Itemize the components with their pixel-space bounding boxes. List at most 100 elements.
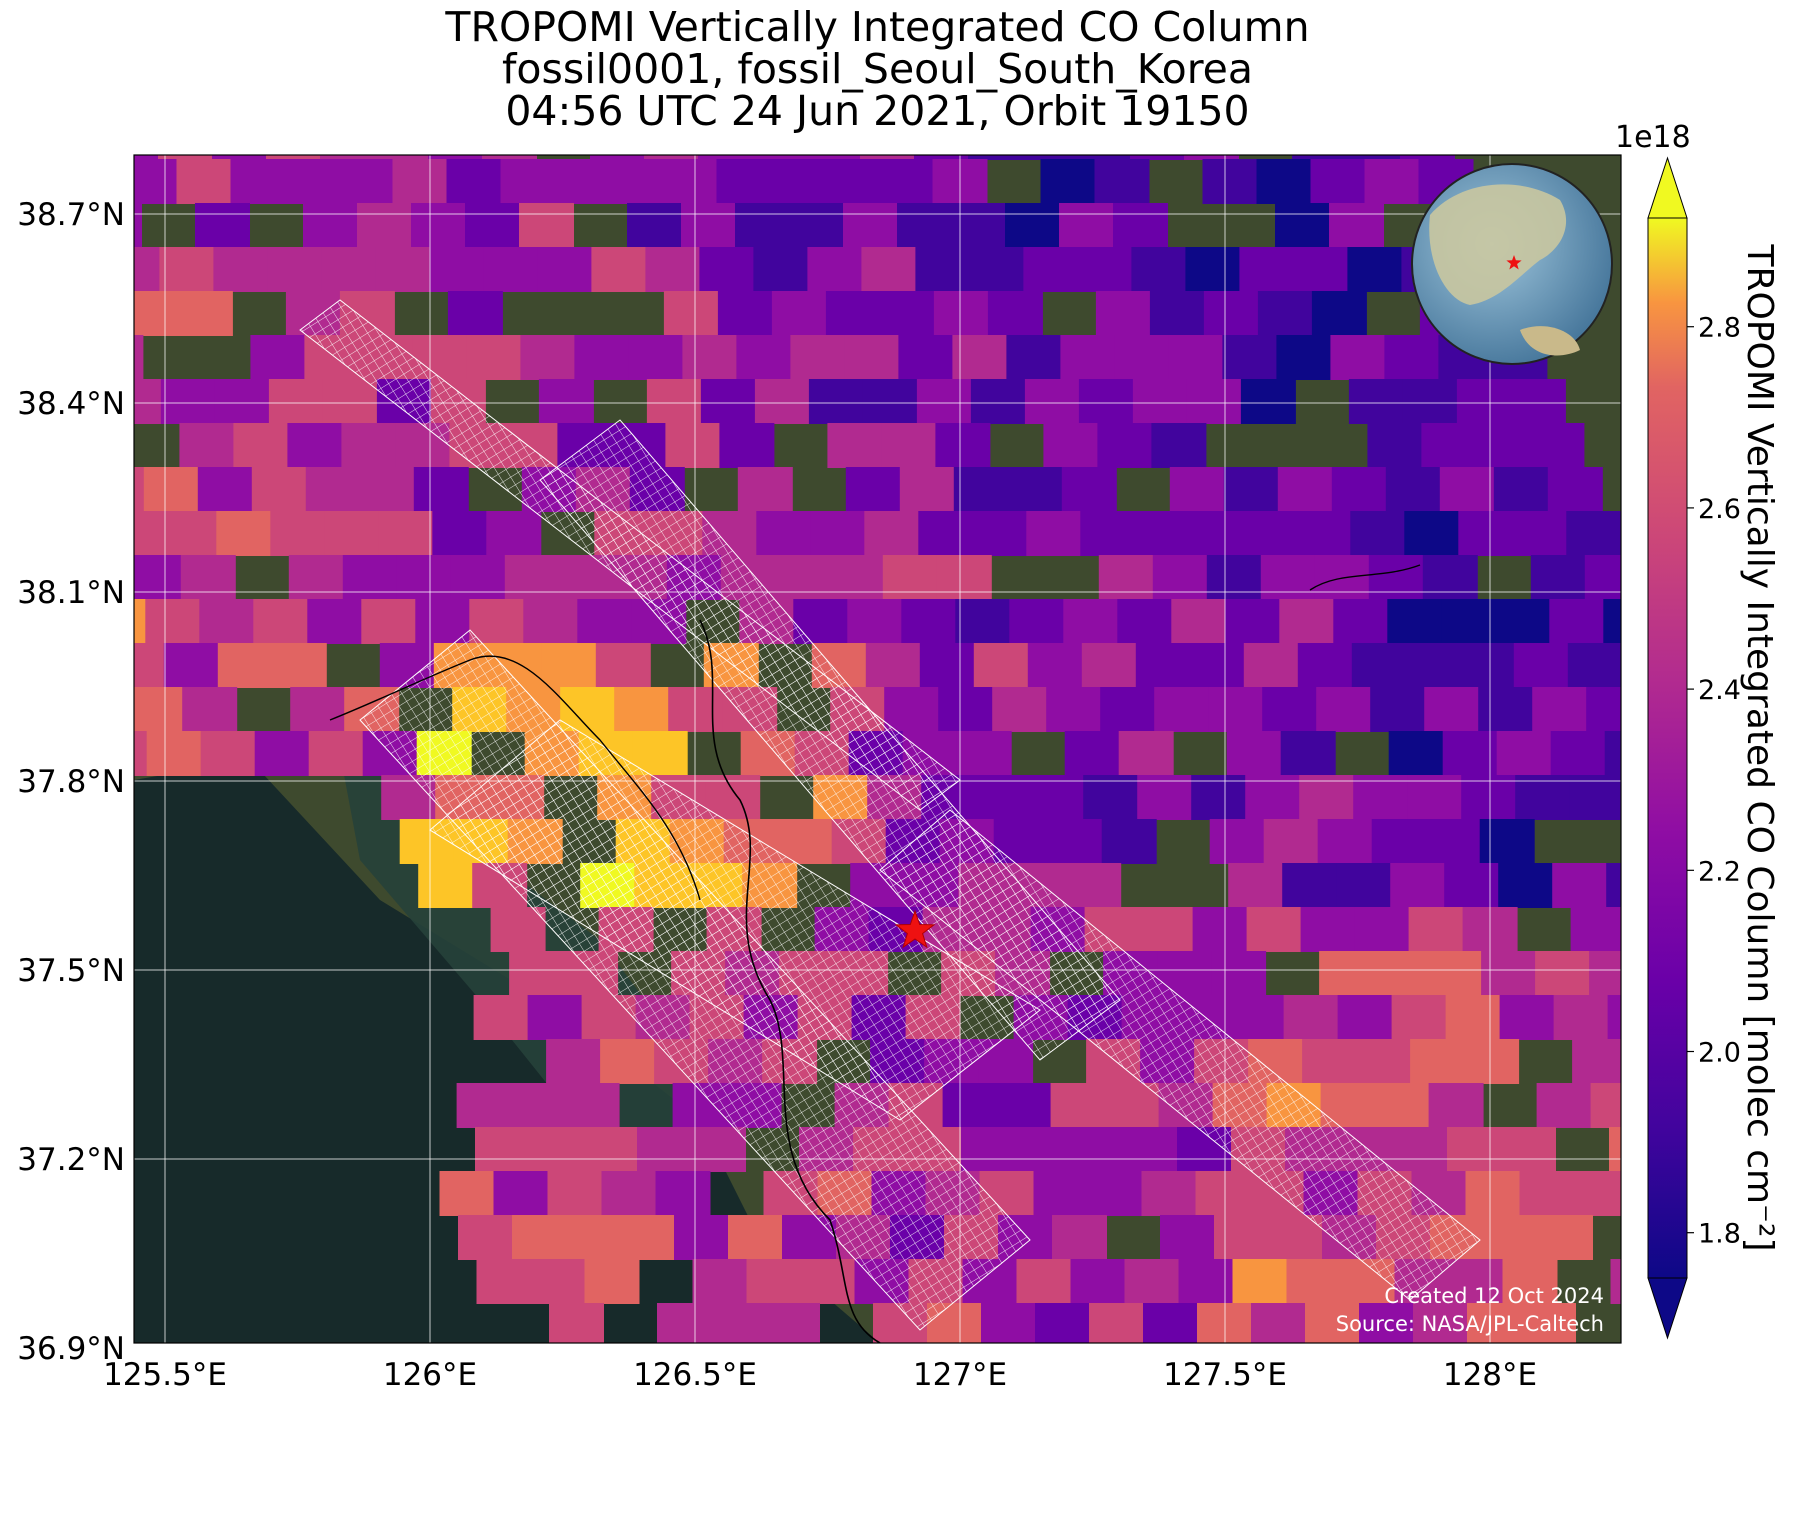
co-pixel xyxy=(1113,203,1168,248)
co-pixel xyxy=(1385,467,1441,512)
co-pixel xyxy=(881,423,937,468)
co-pixel xyxy=(212,155,267,160)
co-pixel xyxy=(1293,247,1349,292)
co-pixel xyxy=(1441,599,1497,644)
lon-tick-label: 125.5°E xyxy=(103,1357,227,1393)
co-pixel xyxy=(1050,1083,1106,1128)
co-pixel xyxy=(267,247,323,292)
co-pixel xyxy=(1260,555,1316,600)
co-pixel xyxy=(1586,687,1621,732)
co-pixel xyxy=(1083,775,1139,820)
co-pixel xyxy=(897,203,952,248)
co-pixel xyxy=(1060,335,1116,380)
co-pixel xyxy=(1078,379,1134,424)
co-pixel xyxy=(711,1303,766,1343)
co-pixel xyxy=(632,731,688,776)
lon-tick-label: 128°E xyxy=(1443,1357,1537,1393)
co-pixel xyxy=(1388,731,1444,776)
co-pixel xyxy=(996,1083,1052,1128)
co-pixel xyxy=(691,1127,746,1172)
co-pixel xyxy=(1484,1215,1539,1260)
co-pixel xyxy=(1427,951,1483,996)
co-pixel xyxy=(1604,731,1621,776)
globe-inset xyxy=(1411,163,1613,365)
co-pixel xyxy=(884,687,940,732)
co-pixel xyxy=(1089,1303,1144,1343)
colorbar-multiplier: 1e18 xyxy=(1615,120,1691,155)
title-line-2: fossil0001, fossil_Seoul_South_Korea xyxy=(501,45,1254,93)
co-pixel xyxy=(1022,155,1077,160)
co-pixel xyxy=(466,335,522,380)
co-pixel xyxy=(538,379,594,424)
co-pixel xyxy=(1550,731,1606,776)
co-pixel xyxy=(341,423,397,468)
co-pixel xyxy=(1481,951,1537,996)
co-pixel xyxy=(1151,423,1207,468)
co-pixel xyxy=(134,291,179,336)
title-line-3: 04:56 UTC 24 Jun 2021, Orbit 19150 xyxy=(505,87,1250,135)
co-pixel xyxy=(705,775,761,820)
co-pixel xyxy=(134,155,159,160)
co-pixel xyxy=(547,1171,603,1216)
co-pixel xyxy=(1373,951,1429,996)
co-pixel xyxy=(657,1303,712,1343)
co-pixel xyxy=(1225,599,1281,644)
co-pixel xyxy=(970,379,1026,424)
colorbar-tick-label: 2.6 xyxy=(1698,494,1741,525)
co-pixel xyxy=(1567,643,1621,688)
co-pixel xyxy=(357,203,412,248)
co-pixel xyxy=(1066,863,1122,908)
co-pixel xyxy=(746,1259,802,1304)
globe-marker-icon xyxy=(1506,255,1522,270)
co-pixel xyxy=(56,643,111,688)
co-pixel xyxy=(549,1303,604,1343)
co-pixel xyxy=(620,1215,675,1260)
co-pixel xyxy=(1572,1039,1621,1084)
co-pixel xyxy=(807,247,863,292)
co-pixel xyxy=(1101,819,1157,864)
co-pixel xyxy=(1239,247,1295,292)
co-pixel xyxy=(1573,1171,1621,1216)
co-pixel xyxy=(1282,863,1338,908)
co-pixel xyxy=(644,155,699,160)
co-pixel xyxy=(1538,1215,1593,1260)
co-pixel xyxy=(774,555,830,600)
co-pixel xyxy=(1400,155,1455,160)
co-pixel xyxy=(160,379,216,424)
co-pixel xyxy=(1209,819,1265,864)
co-pixel xyxy=(918,511,974,556)
co-pixel xyxy=(1502,1259,1558,1304)
co-pixel xyxy=(268,379,324,424)
co-pixel xyxy=(1404,511,1460,556)
co-pixel xyxy=(1536,1083,1592,1128)
co-pixel xyxy=(512,1215,567,1260)
co-pixel xyxy=(1081,643,1137,688)
co-pixel xyxy=(195,203,250,248)
co-pixel xyxy=(1410,1039,1466,1084)
co-pixel xyxy=(1475,423,1531,468)
co-pixel xyxy=(699,247,755,292)
co-pixel xyxy=(504,555,560,600)
co-pixel xyxy=(253,599,309,644)
co-pixel xyxy=(1316,687,1372,732)
co-pixel xyxy=(827,423,883,468)
co-pixel xyxy=(158,155,213,160)
co-pixel xyxy=(288,555,344,600)
co-pixel xyxy=(1346,155,1401,160)
co-pixel xyxy=(1077,247,1133,292)
co-pixel xyxy=(1347,247,1403,292)
co-pixel xyxy=(898,335,954,380)
co-pixel xyxy=(662,159,718,204)
co-pixel xyxy=(1445,995,1501,1040)
co-pixel xyxy=(180,555,236,600)
co-pixel xyxy=(1211,951,1267,996)
co-pixel xyxy=(308,731,364,776)
co-pixel xyxy=(1143,1303,1198,1343)
co-pixel xyxy=(968,155,1023,160)
co-pixel xyxy=(1330,335,1386,380)
co-pixel xyxy=(901,599,957,644)
co-pixel xyxy=(546,1039,602,1084)
co-pixel xyxy=(1336,863,1392,908)
co-pixel xyxy=(600,1039,656,1084)
co-pixel xyxy=(1444,863,1500,908)
